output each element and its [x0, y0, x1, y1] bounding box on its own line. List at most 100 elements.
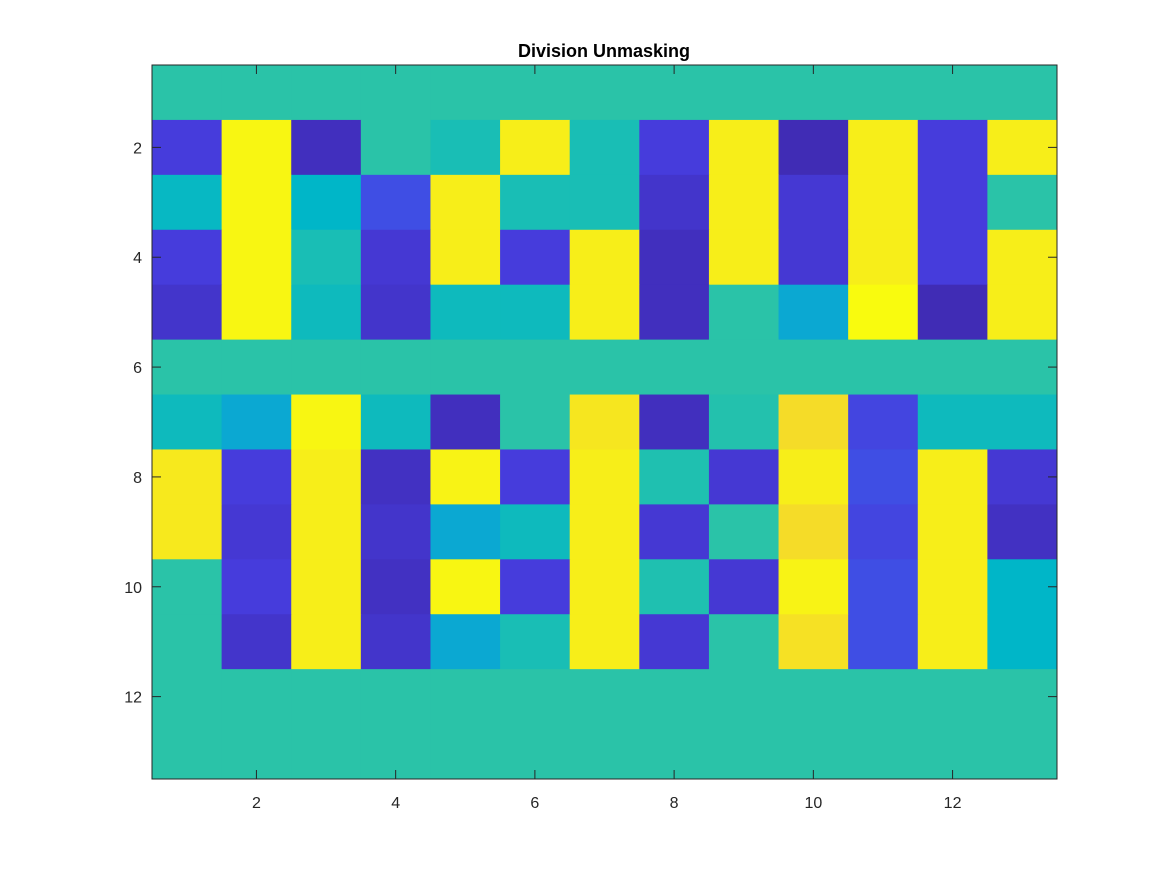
heatmap-cell [917, 669, 988, 725]
heatmap-cell [360, 119, 431, 176]
y-tick-label: 12 [124, 690, 142, 707]
heatmap-cell [221, 119, 292, 176]
heatmap-cell [500, 669, 571, 725]
heatmap-cell [360, 65, 431, 121]
heatmap-cell [987, 119, 1058, 176]
heatmap-cell [917, 504, 988, 560]
heatmap-cell [152, 174, 223, 231]
heatmap-cell [221, 339, 292, 396]
heatmap-cell [291, 119, 362, 176]
heatmap-cell [360, 339, 431, 396]
heatmap-cell [639, 394, 710, 450]
heatmap-cell [708, 559, 780, 615]
heatmap-cell [708, 449, 780, 505]
heatmap-cell [639, 504, 710, 560]
heatmap-cell [848, 284, 919, 341]
heatmap-cell [987, 559, 1058, 615]
heatmap-cell [917, 119, 988, 176]
heatmap-cell [569, 284, 640, 341]
heatmap-cell [430, 724, 501, 780]
heatmap-cell [848, 174, 919, 231]
heatmap-cell [291, 174, 362, 231]
heatmap-cell [221, 65, 292, 121]
heatmap-cell [500, 449, 571, 505]
heatmap-cell [569, 449, 640, 505]
heatmap-cell [708, 394, 780, 450]
heatmap-cell [500, 614, 571, 670]
heatmap-cell [639, 614, 710, 670]
heatmap-cell [221, 614, 292, 670]
heatmap-cell [778, 394, 849, 450]
heatmap-cell [708, 504, 780, 560]
heatmap-cell [639, 339, 710, 396]
heatmap-cell [778, 449, 849, 505]
heatmap-cell [987, 724, 1058, 780]
heatmap-cell [987, 339, 1058, 396]
heatmap-cell [221, 449, 292, 505]
heatmap-cell [500, 394, 571, 450]
heatmap-cell [291, 504, 362, 560]
heatmap-cell [291, 449, 362, 505]
heatmap-cell [569, 174, 640, 231]
heatmap-cell [778, 174, 849, 231]
heatmap-cell [152, 559, 223, 615]
heatmap-cell [708, 174, 780, 231]
heatmap-cell [221, 669, 292, 725]
heatmap-cell [987, 65, 1058, 121]
heatmap-cell [152, 724, 223, 780]
heatmap-cell [360, 504, 431, 560]
heatmap-cell [430, 394, 501, 450]
heatmap-cell [221, 504, 292, 560]
heatmap-cell [430, 559, 501, 615]
heatmap-cell [569, 394, 640, 450]
heatmap-cell [430, 229, 501, 286]
heatmap-cell [848, 65, 919, 121]
heatmap-cell [708, 119, 780, 176]
heatmap-cell [917, 559, 988, 615]
x-tick-label: 6 [530, 795, 539, 812]
heatmap-cell [639, 229, 710, 286]
heatmap-cell [848, 449, 919, 505]
heatmap-cell [708, 614, 780, 670]
heatmap-cell [152, 614, 223, 670]
heatmap-cell [708, 669, 780, 725]
heatmap-cell [430, 339, 501, 396]
heatmap-cell [430, 669, 501, 725]
heatmap-cell [987, 614, 1058, 670]
heatmap-cell [569, 229, 640, 286]
heatmap-cell [500, 559, 571, 615]
heatmap-cell [778, 504, 849, 560]
heatmap-cell [917, 449, 988, 505]
y-tick-label: 2 [133, 140, 142, 157]
heatmap-cell [848, 339, 919, 396]
heatmap-cell [569, 614, 640, 670]
heatmap-cell [917, 284, 988, 341]
heatmap-cell [569, 724, 640, 780]
heatmap-cell [152, 339, 223, 396]
heatmap-cell [360, 669, 431, 725]
y-tick-label: 8 [133, 470, 142, 487]
heatmap-cell [360, 284, 431, 341]
y-tick-label: 6 [133, 360, 142, 377]
heatmap-cell [291, 284, 362, 341]
heatmap-cell [360, 559, 431, 615]
heatmap-cell [987, 229, 1058, 286]
heatmap-cell [152, 394, 223, 450]
x-tick-label: 8 [670, 795, 679, 812]
heatmap-cell [291, 394, 362, 450]
heatmap-cell [152, 119, 223, 176]
heatmap-cell [360, 229, 431, 286]
heatmap-cell [848, 559, 919, 615]
heatmap-cell [221, 229, 292, 286]
heatmap-cell [430, 449, 501, 505]
heatmap-cell [360, 394, 431, 450]
heatmap-cell [430, 614, 501, 670]
heatmap-cell [500, 504, 571, 560]
heatmap-cell [987, 504, 1058, 560]
heatmap-cell [639, 669, 710, 725]
heatmap-cell [291, 559, 362, 615]
heatmap-cell [291, 669, 362, 725]
heatmap-cell [917, 174, 988, 231]
heatmap-cell [430, 65, 501, 121]
heatmap-cell [221, 559, 292, 615]
